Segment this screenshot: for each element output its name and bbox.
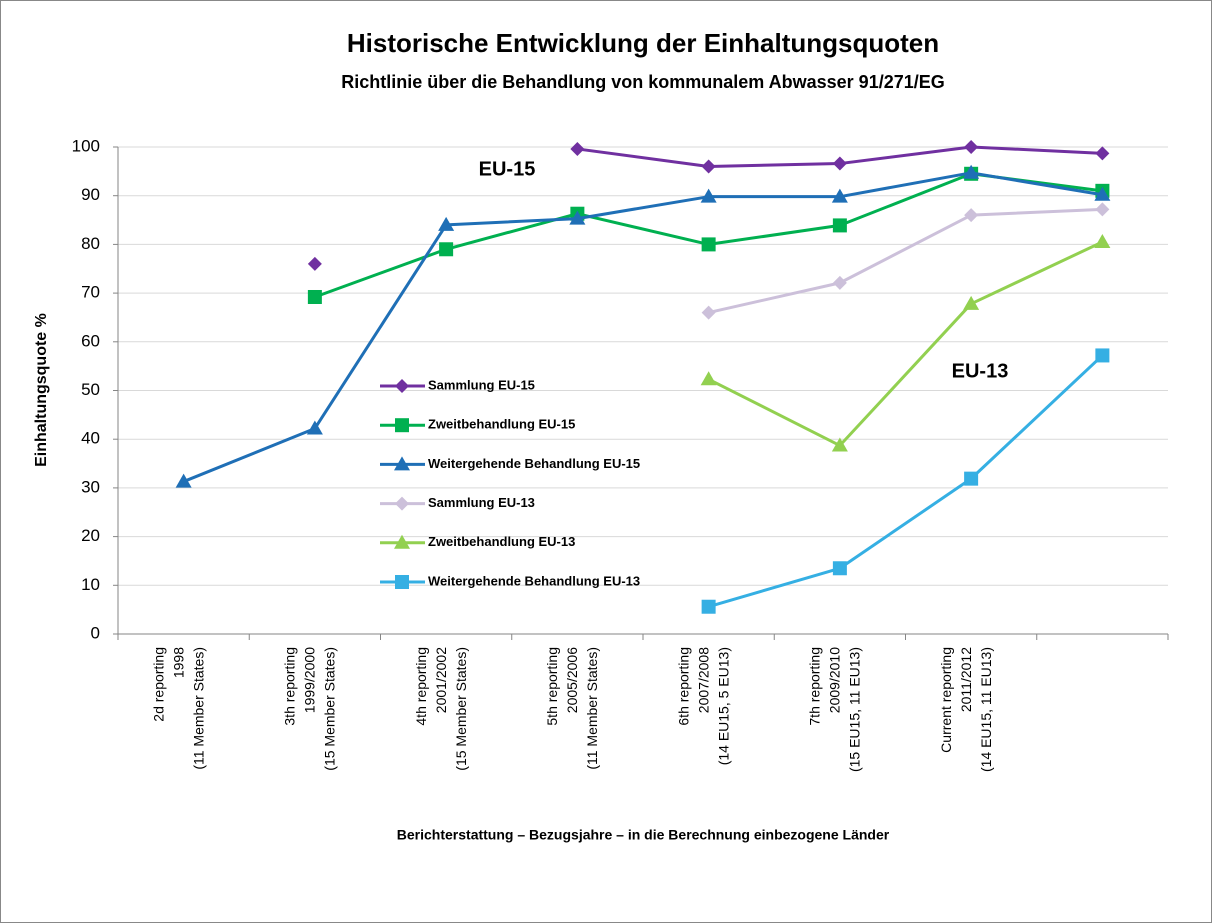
x-tick-label: (14 EU15, 11 EU13) [978, 647, 994, 772]
y-tick-label: 10 [81, 575, 100, 594]
x-tick-label: 1998 [170, 647, 186, 678]
series-line [183, 171, 1103, 483]
x-tick-label: 7th reporting [807, 647, 823, 726]
y-tick-label: 70 [81, 283, 100, 302]
marker [1094, 233, 1111, 248]
y-tick-label: 50 [81, 380, 100, 399]
marker [832, 156, 847, 171]
annotation: EU-15 [479, 158, 536, 180]
marker [306, 420, 323, 435]
marker [438, 216, 455, 231]
marker [964, 140, 979, 154]
marker [964, 471, 979, 486]
legend-label: Sammlung EU-13 [428, 495, 535, 510]
marker [832, 275, 847, 290]
x-tick-label: 2005/2006 [564, 647, 580, 713]
series-line [708, 207, 1103, 315]
x-tick-label: (11 Member States) [584, 647, 600, 770]
marker [832, 561, 847, 576]
x-tick-label: 3th reporting [282, 647, 298, 726]
y-tick-label: 100 [72, 136, 100, 155]
marker [569, 210, 586, 225]
marker [439, 242, 454, 257]
legend-marker [394, 534, 410, 549]
series-line [708, 354, 1104, 609]
x-tick-label: 6th reporting [675, 647, 691, 726]
marker [307, 256, 322, 271]
marker [701, 237, 716, 252]
x-tick-label: 2009/2010 [827, 647, 843, 713]
x-tick-label: 1999/2000 [302, 647, 318, 713]
y-tick-label: 90 [81, 185, 100, 204]
marker [1095, 146, 1110, 161]
x-tick-label: 2011/2012 [958, 647, 974, 712]
x-tick-label: (11 Member States) [190, 647, 206, 770]
marker [831, 437, 848, 452]
marker [570, 141, 585, 156]
x-tick-label: (14 EU15, 5 EU13) [715, 647, 731, 765]
x-tick-label: 5th reporting [544, 647, 560, 726]
legend-marker [395, 379, 409, 393]
y-tick-label: 30 [81, 477, 100, 496]
x-tick-label: 2d reporting [150, 647, 166, 722]
marker [963, 295, 980, 310]
marker [701, 159, 716, 174]
legend-marker [395, 496, 409, 511]
legend-label: Weitergehende Behandlung EU-13 [428, 573, 640, 588]
marker [700, 188, 717, 203]
series-line [707, 240, 1104, 448]
x-tick-label: (15 EU15, 11 EU13) [847, 647, 863, 772]
chart-subtitle: Richtlinie über die Behandlung von kommu… [341, 72, 945, 92]
x-tick-label: 2001/2002 [433, 647, 449, 713]
marker [1094, 186, 1111, 201]
chart-title: Historische Entwicklung der Einhaltungsq… [347, 28, 939, 58]
legend-marker [394, 456, 410, 471]
marker [307, 289, 322, 304]
legend-label: Zweitbehandlung EU-15 [428, 417, 575, 432]
legend-label: Sammlung EU-15 [428, 377, 535, 392]
marker [701, 305, 716, 320]
y-tick-label: 60 [81, 331, 100, 350]
marker [701, 599, 716, 614]
annotation: EU-13 [952, 360, 1009, 382]
legend-label: Weitergehende Behandlung EU-15 [428, 456, 640, 471]
x-tick-label: 2007/2008 [695, 647, 711, 713]
marker [1095, 348, 1110, 363]
y-tick-label: 20 [81, 526, 100, 545]
legend-marker [395, 418, 409, 433]
marker [963, 164, 980, 179]
marker [175, 473, 192, 488]
y-tick-label: 0 [91, 623, 100, 642]
marker [831, 188, 848, 203]
x-tick-label: 4th reporting [413, 647, 429, 726]
y-tick-label: 40 [81, 429, 100, 448]
legend-marker [395, 575, 409, 589]
marker [964, 208, 979, 223]
y-tick-label: 80 [81, 234, 100, 253]
x-axis-label: Berichterstattung – Bezugsjahre – in die… [397, 827, 890, 843]
marker [700, 371, 717, 386]
y-axis-label: Einhaltungsquote % [33, 313, 50, 467]
x-tick-label: (15 Member States) [322, 647, 338, 771]
legend-label: Zweitbehandlung EU-13 [428, 534, 575, 549]
x-tick-label: Current reporting [938, 647, 954, 753]
marker [832, 218, 847, 233]
x-tick-label: (15 Member States) [453, 647, 469, 771]
marker [1095, 202, 1110, 217]
